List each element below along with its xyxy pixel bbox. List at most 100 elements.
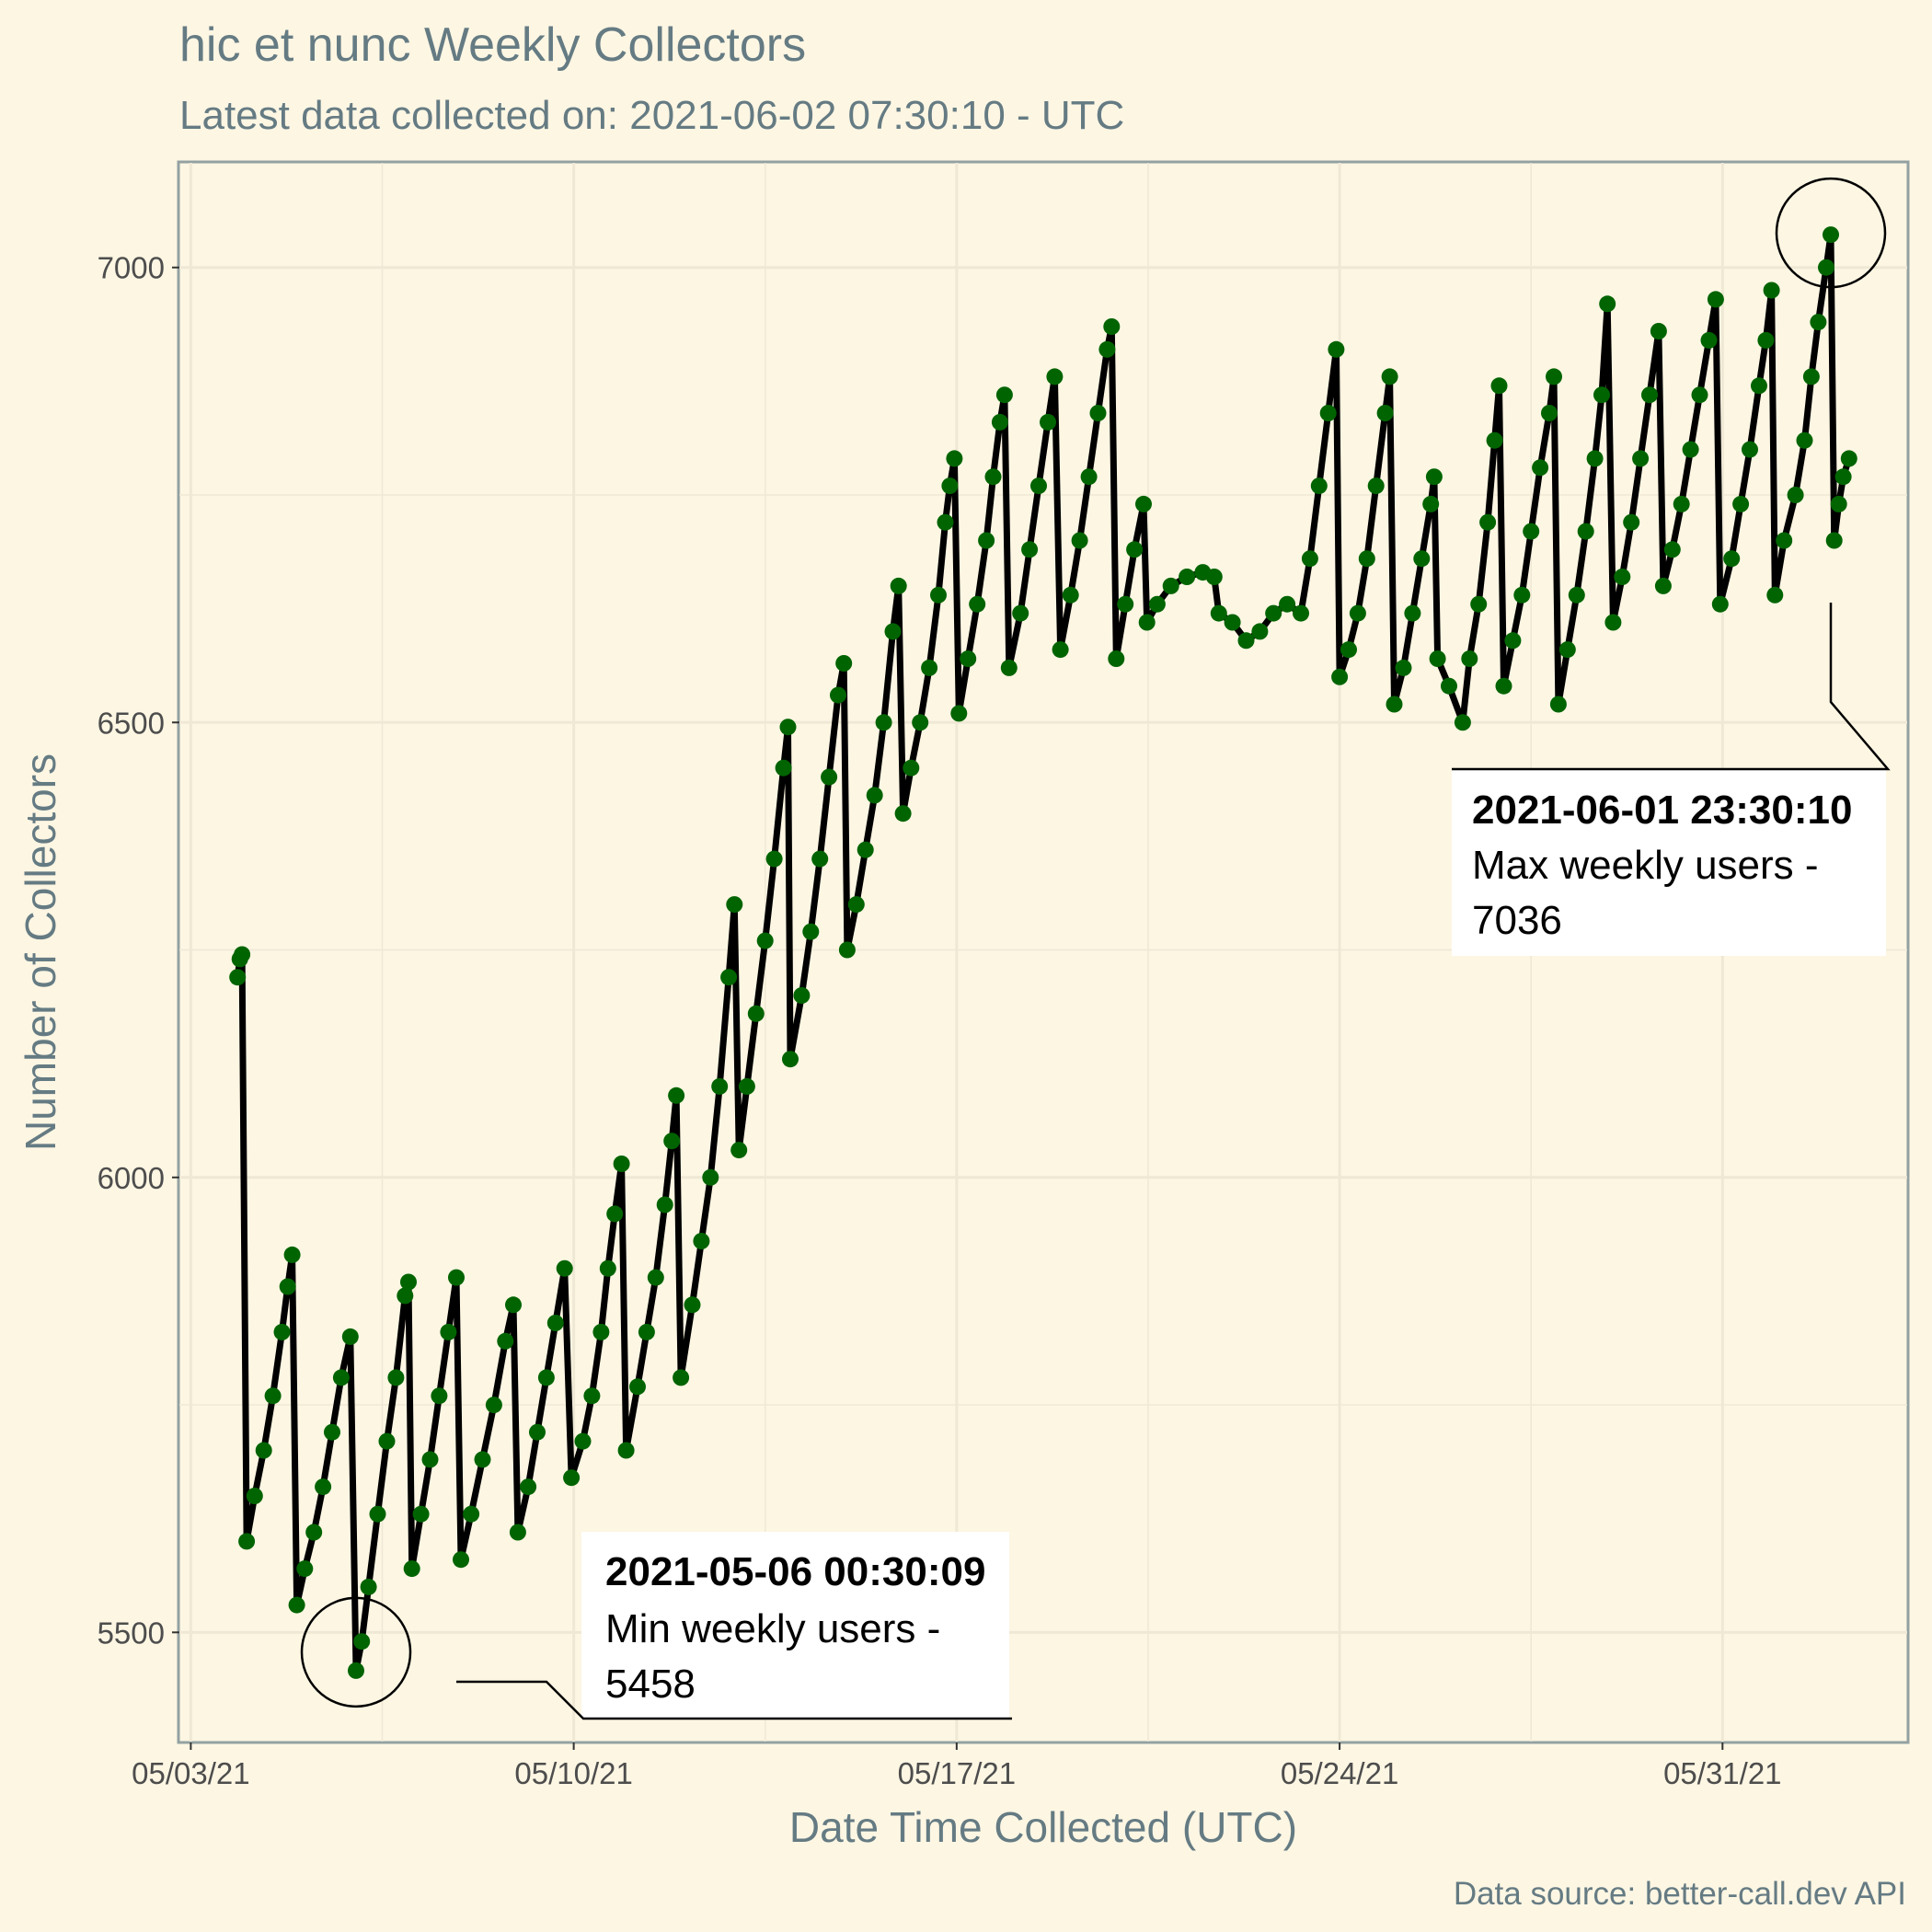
data-point: [246, 1488, 263, 1504]
plot-panel-border: [177, 160, 1910, 1744]
data-point: [463, 1505, 480, 1523]
data-point: [847, 896, 865, 914]
data-point: [1413, 550, 1431, 568]
min-annotation-timestamp: 2021-05-06 00:30:09: [605, 1549, 985, 1594]
data-point: [1840, 450, 1857, 467]
data-point: [1691, 386, 1708, 404]
data-point: [1030, 477, 1047, 495]
data-point: [1080, 468, 1098, 486]
data-point: [629, 1378, 646, 1396]
data-point: [1210, 604, 1227, 622]
data-point: [529, 1423, 546, 1441]
data-point: [756, 932, 774, 949]
data-point: [1126, 541, 1144, 558]
data-point: [1103, 318, 1121, 335]
data-point: [1138, 614, 1156, 631]
data-point: [1040, 413, 1056, 431]
data-point: [1358, 550, 1375, 568]
data-point: [1479, 513, 1497, 531]
x-tick-label: 05/31/21: [1663, 1756, 1781, 1790]
data-point: [1711, 595, 1729, 613]
data-point: [440, 1323, 457, 1340]
data-point: [647, 1269, 664, 1286]
data-point: [638, 1323, 655, 1340]
data-point: [400, 1273, 417, 1291]
max-annotation-label: Max weekly users -: [1472, 843, 1819, 888]
data-point: [1000, 659, 1018, 676]
data-point: [912, 714, 929, 731]
data-point: [1021, 541, 1039, 558]
data-point: [1830, 495, 1847, 512]
data-point: [830, 686, 846, 704]
data-point: [811, 850, 829, 868]
data-point: [1328, 340, 1345, 358]
data-point: [1386, 696, 1403, 713]
data-point: [617, 1442, 635, 1459]
data-point: [1349, 604, 1366, 622]
data-point: [315, 1478, 332, 1496]
data-point: [1461, 650, 1478, 667]
data-point: [1654, 577, 1672, 594]
data-point: [684, 1296, 701, 1314]
max-annotation-value: 7036: [1472, 898, 1562, 943]
chart-title: hic et nunc Weekly Collectors: [179, 18, 806, 72]
data-point: [941, 477, 959, 495]
data-point: [1577, 523, 1594, 540]
data-point: [412, 1505, 430, 1523]
data-point: [348, 1662, 364, 1679]
data-point: [234, 946, 251, 963]
data-point: [1614, 569, 1631, 585]
y-axis-ticks: 5500 6000 6500 7000: [98, 251, 179, 1650]
data-point: [1340, 641, 1357, 659]
data-point: [1818, 259, 1834, 276]
data-point: [1046, 368, 1064, 385]
data-point: [969, 595, 986, 613]
data-point: [397, 1287, 414, 1305]
data-point: [1265, 604, 1282, 622]
data-point: [1071, 532, 1088, 549]
data-point: [875, 714, 892, 731]
data-point: [1089, 405, 1107, 421]
x-axis-title: Date Time Collected (UTC): [789, 1803, 1297, 1851]
data-point: [1490, 377, 1508, 395]
data-point: [978, 532, 995, 549]
data-point: [353, 1633, 371, 1650]
data-point: [1766, 586, 1784, 604]
data-point: [1663, 541, 1681, 558]
data-point: [890, 577, 907, 594]
data-point: [1787, 487, 1804, 503]
data-point: [1796, 431, 1813, 449]
min-annotation-leader: [456, 1680, 1012, 1720]
data-point: [1237, 632, 1255, 650]
data-point: [775, 759, 792, 776]
data-point: [497, 1332, 514, 1350]
data-point: [1623, 513, 1640, 531]
data-point: [1367, 477, 1385, 495]
data-point: [857, 841, 874, 858]
data-point: [1568, 586, 1585, 604]
data-point: [453, 1551, 469, 1569]
data-point: [1732, 495, 1750, 512]
data-point: [387, 1369, 405, 1386]
data-point: [324, 1423, 340, 1441]
data-point: [1293, 604, 1309, 622]
caption-source: Data source: better-call.dev API: [1454, 1876, 1906, 1912]
data-point: [779, 719, 797, 736]
data-point: [1810, 314, 1827, 331]
data-point: [474, 1451, 491, 1468]
data-point: [1205, 569, 1223, 585]
data-point: [360, 1578, 377, 1595]
data-point: [505, 1296, 522, 1314]
data-point: [238, 1533, 256, 1550]
data-point: [1523, 523, 1540, 540]
x-axis-ticks: 05/03/21 05/10/21 05/17/21 05/24/21 05/31/21: [132, 1742, 1782, 1790]
data-point: [838, 941, 856, 959]
data-point: [1513, 586, 1531, 604]
min-annotation-label: Min weekly users -: [605, 1606, 940, 1651]
data-point: [950, 705, 968, 722]
data-point: [1751, 377, 1767, 395]
data-point: [1179, 569, 1196, 585]
data-point: [720, 969, 738, 986]
data-point: [668, 1087, 685, 1104]
data-point: [656, 1196, 673, 1213]
